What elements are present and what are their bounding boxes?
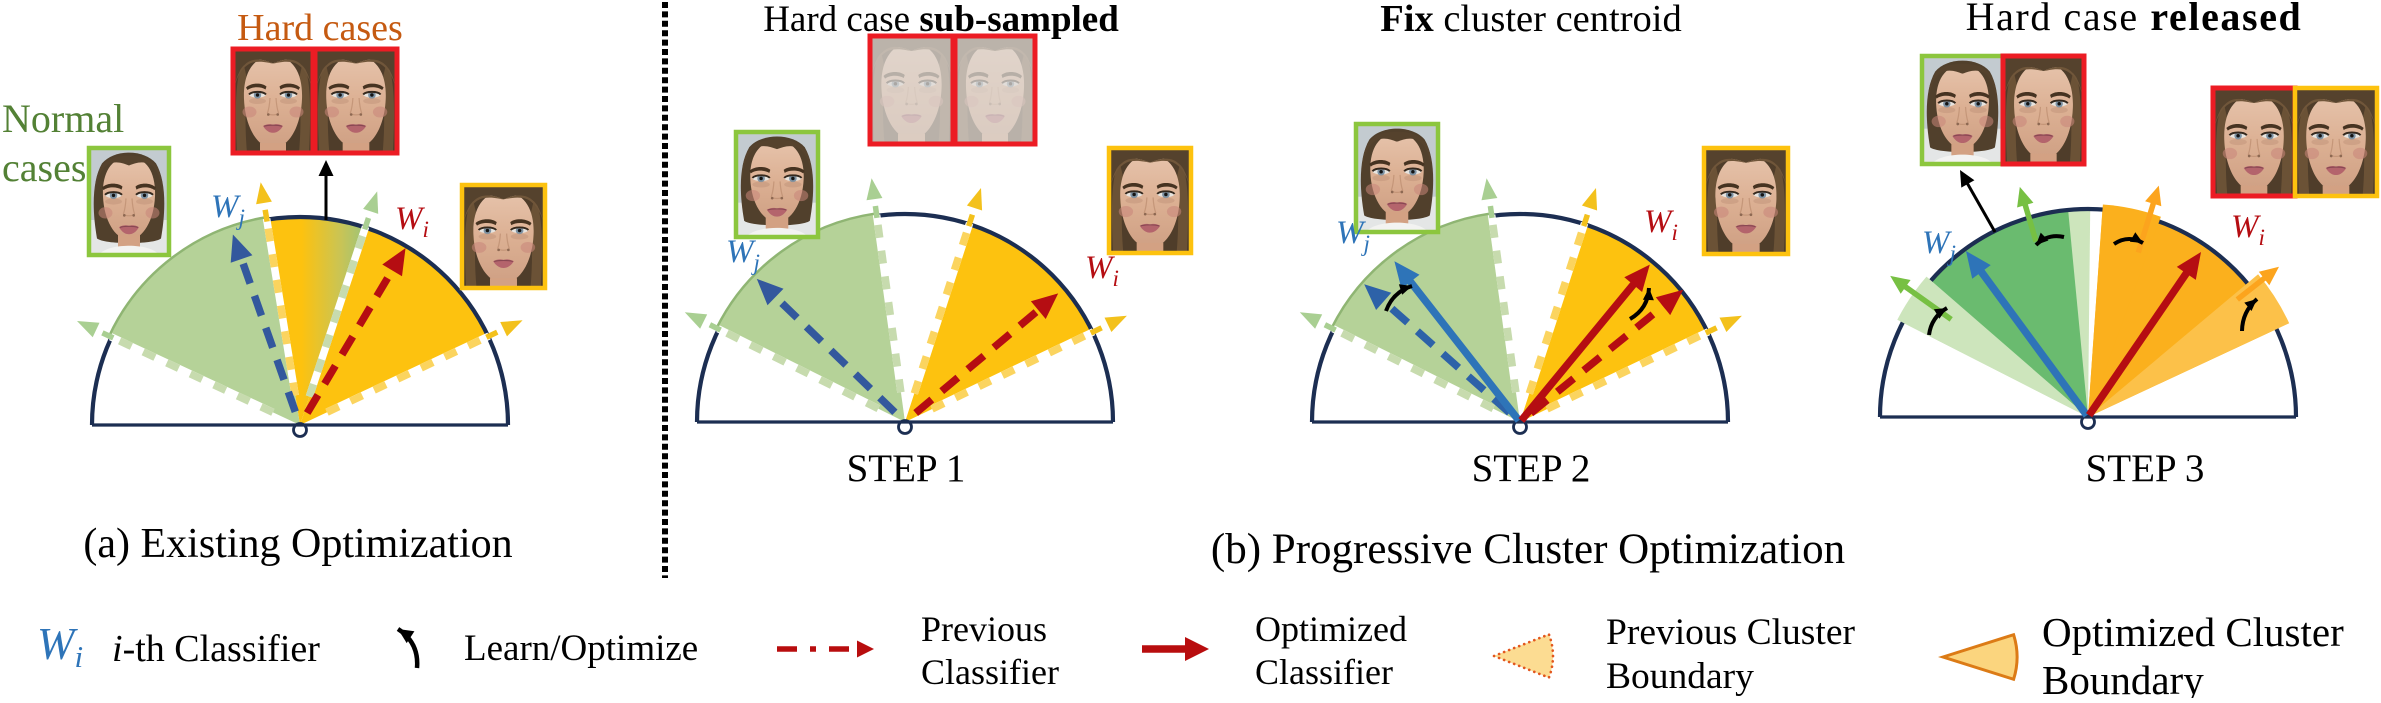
svg-text:Classifier: Classifier — [1255, 652, 1393, 692]
svg-text:Normal: Normal — [2, 96, 124, 141]
svg-text:STEP 3: STEP 3 — [2086, 447, 2205, 490]
svg-text:Hard case sub-sampled: Hard case sub-sampled — [763, 0, 1119, 40]
svg-text:Previous: Previous — [921, 609, 1047, 649]
svg-text:Learn/Optimize: Learn/Optimize — [464, 628, 698, 669]
svg-text:Previous Cluster: Previous Cluster — [1606, 612, 1855, 653]
svg-text:i-th Classifier: i-th Classifier — [112, 628, 320, 670]
svg-text:Fix cluster centroid: Fix cluster centroid — [1380, 0, 1681, 40]
svg-text:Hard case released: Hard case released — [1966, 0, 2303, 39]
svg-text:Boundary: Boundary — [1606, 656, 1754, 697]
svg-text:Optimized: Optimized — [1255, 609, 1407, 649]
svg-text:Classifier: Classifier — [921, 652, 1059, 692]
svg-text:Hard cases: Hard cases — [237, 7, 403, 49]
svg-text:Optimized Cluster: Optimized Cluster — [2042, 609, 2344, 655]
svg-text:(a) Existing Optimization: (a) Existing Optimization — [83, 521, 512, 567]
svg-text:(b) Progressive Cluster Optimi: (b) Progressive Cluster Optimization — [1211, 526, 1845, 573]
svg-text:STEP 1: STEP 1 — [847, 447, 966, 490]
svg-text:Boundary: Boundary — [2042, 657, 2204, 698]
svg-text:STEP 2: STEP 2 — [1472, 447, 1591, 490]
svg-text:cases: cases — [2, 145, 86, 190]
